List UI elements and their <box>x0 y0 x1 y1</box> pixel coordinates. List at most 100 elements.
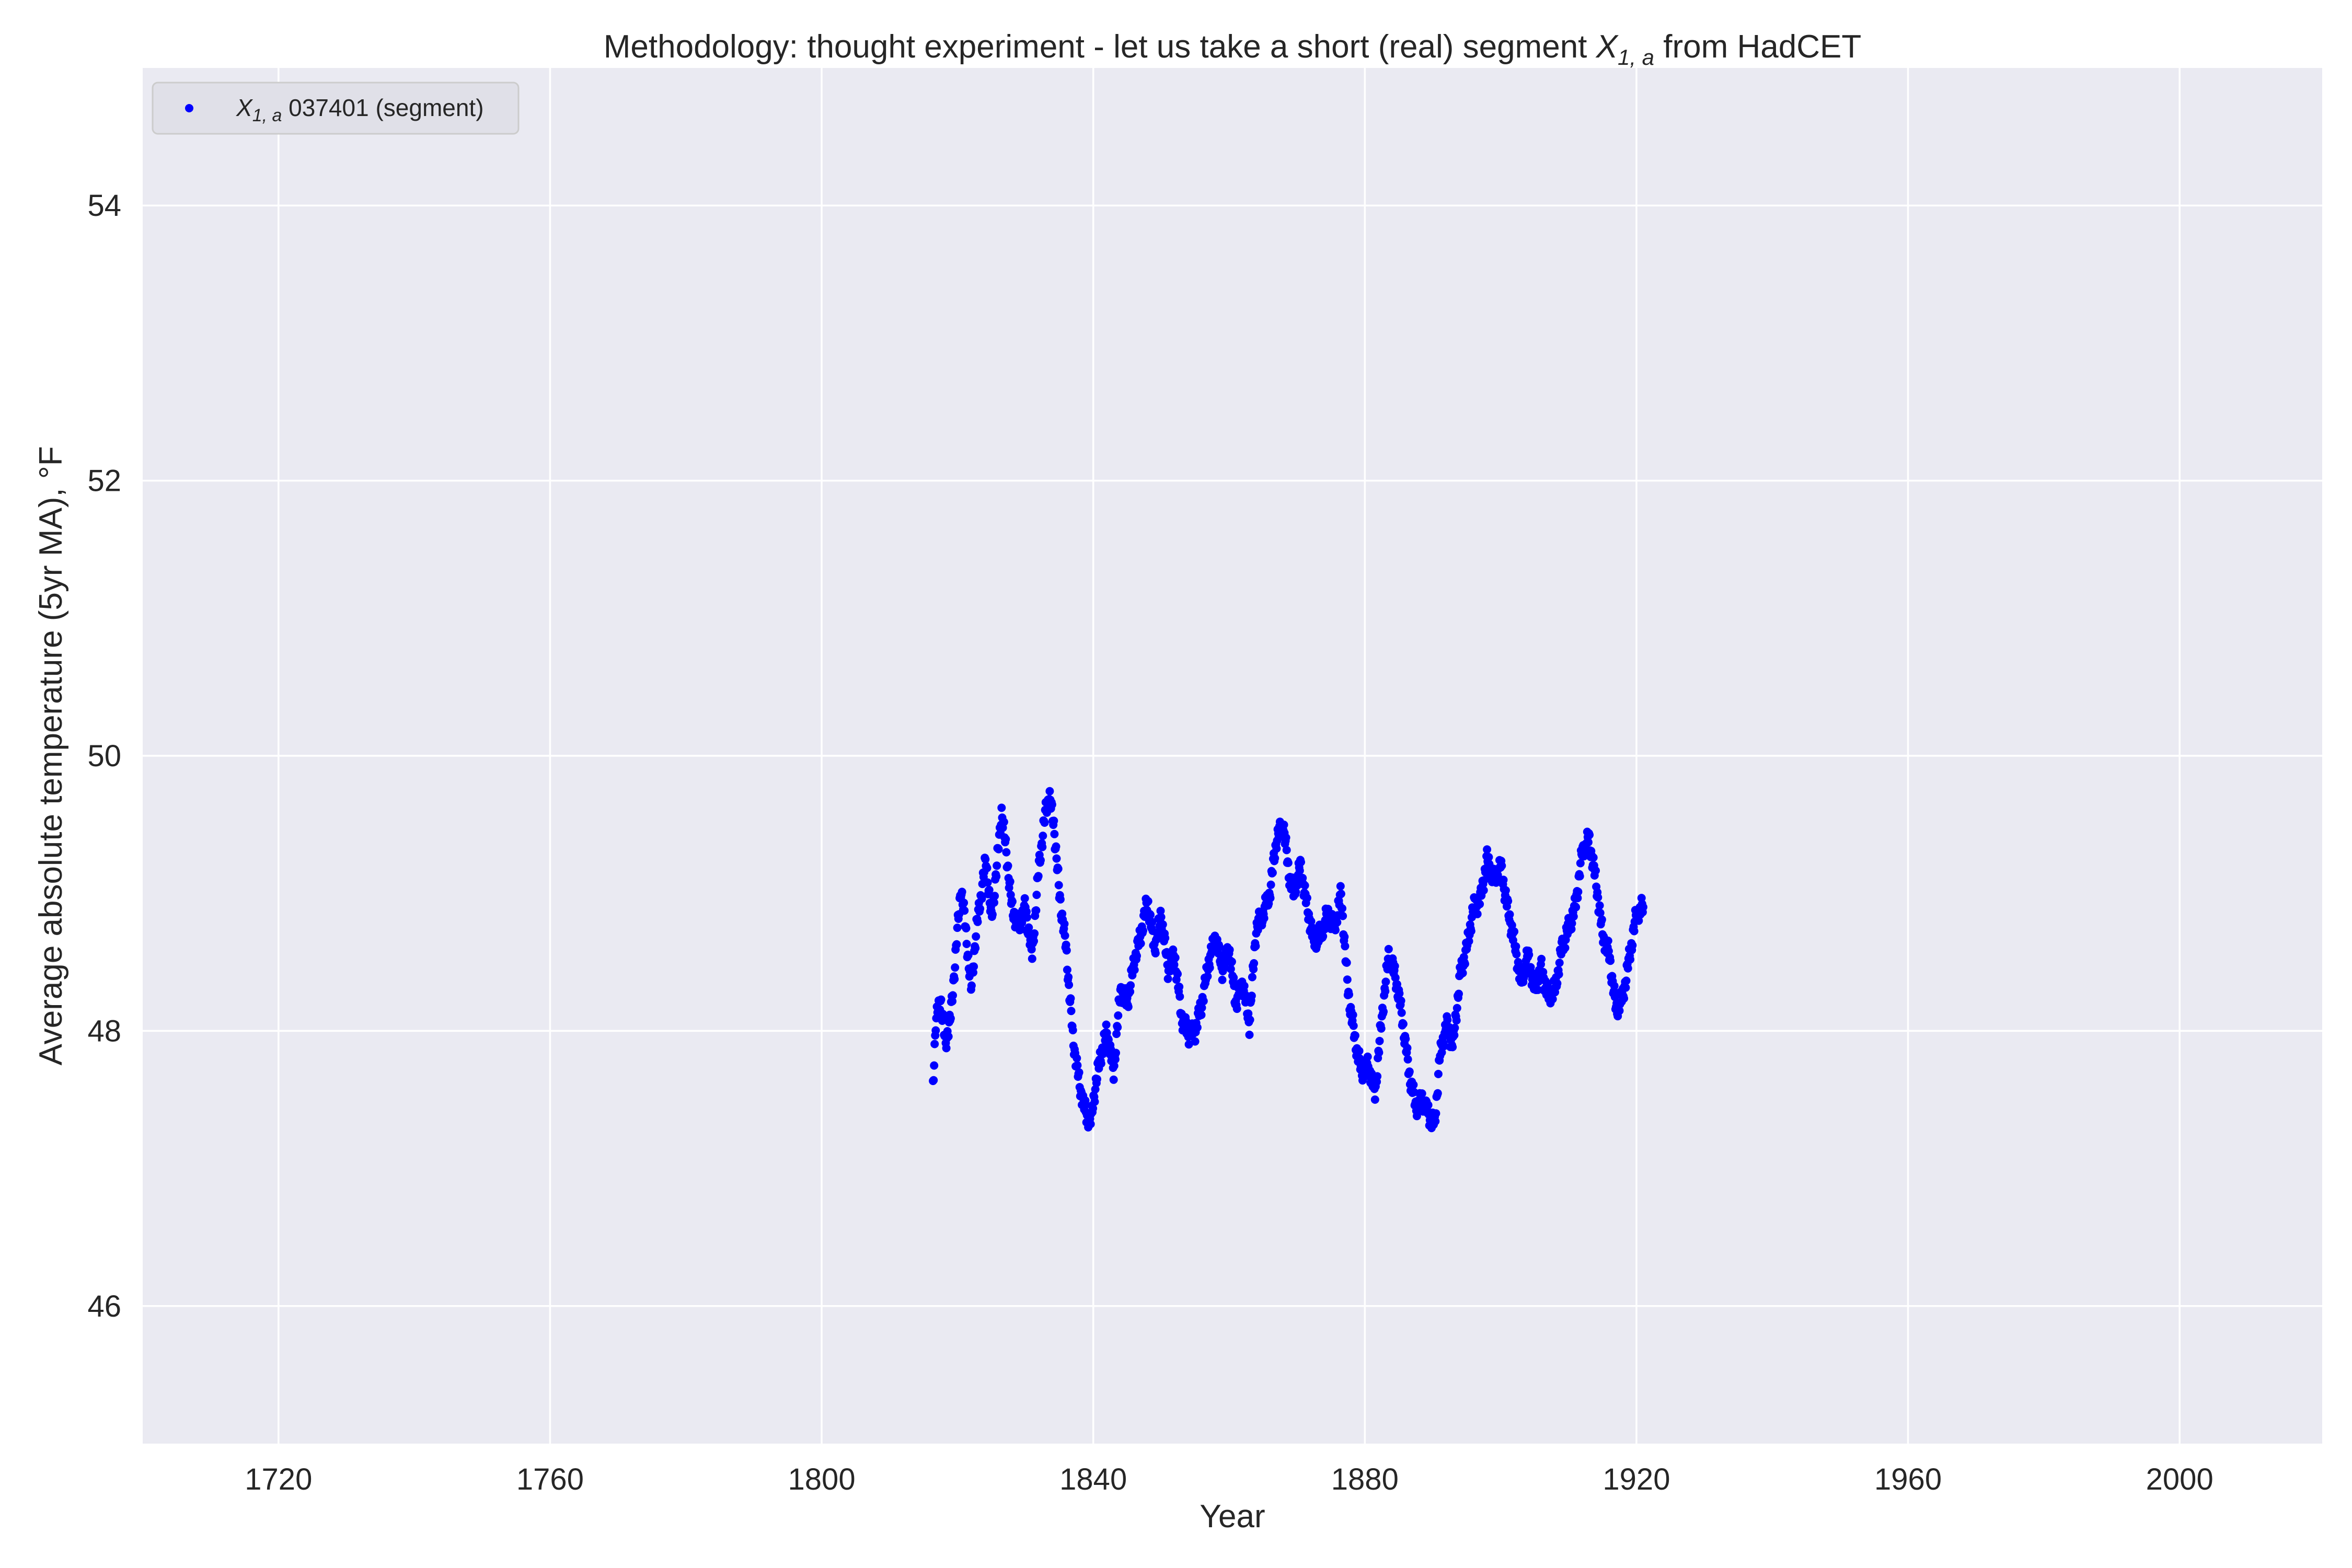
data-point <box>994 845 1003 854</box>
data-point <box>1109 1075 1118 1084</box>
y-tick-label: 46 <box>87 1289 121 1323</box>
data-point <box>1351 1031 1359 1040</box>
data-point <box>1479 886 1488 895</box>
data-point <box>1023 913 1031 922</box>
data-point <box>930 1040 939 1048</box>
data-point <box>1610 982 1619 990</box>
data-point <box>1439 1042 1448 1051</box>
data-point <box>1030 929 1039 938</box>
data-point <box>1229 973 1238 982</box>
legend-box <box>152 82 520 135</box>
data-point <box>1171 953 1180 962</box>
data-point <box>1405 1067 1414 1076</box>
data-point <box>1553 979 1562 988</box>
data-point <box>1220 962 1229 971</box>
data-point <box>1341 942 1350 951</box>
data-point <box>1525 950 1534 959</box>
data-point <box>1246 1016 1254 1024</box>
data-point <box>1397 1008 1406 1017</box>
data-point <box>1272 844 1281 853</box>
data-point <box>1333 918 1342 927</box>
data-point <box>981 855 990 863</box>
data-point <box>1384 944 1393 953</box>
data-point <box>1130 965 1139 974</box>
data-point <box>1297 858 1305 867</box>
x-tick-label: 1800 <box>788 1462 856 1496</box>
data-point <box>1592 866 1600 875</box>
data-point <box>1319 932 1328 941</box>
data-point <box>960 898 969 907</box>
x-tick-label: 1960 <box>1874 1462 1942 1496</box>
data-point <box>990 898 998 907</box>
data-point <box>1409 1080 1418 1089</box>
data-point <box>1437 1048 1446 1057</box>
data-point <box>1448 1043 1457 1052</box>
data-point <box>1047 800 1056 809</box>
data-point <box>1595 901 1604 910</box>
data-point <box>1111 1055 1120 1064</box>
legend: X1, a 037401 (segment) <box>152 82 520 135</box>
data-point <box>1621 983 1630 992</box>
data-point <box>1576 859 1585 868</box>
data-point <box>1381 987 1390 996</box>
data-point <box>1056 895 1065 904</box>
data-point <box>1004 861 1012 870</box>
data-point <box>1081 1096 1090 1105</box>
data-point <box>1604 937 1612 945</box>
data-point <box>944 1032 953 1041</box>
data-point <box>1060 931 1069 940</box>
data-point <box>1554 970 1563 979</box>
data-point <box>1191 1037 1200 1046</box>
data-point <box>1597 915 1606 924</box>
data-point <box>1455 989 1463 998</box>
data-point <box>1574 887 1583 896</box>
data-point <box>973 917 982 926</box>
data-point <box>1510 927 1519 936</box>
data-point <box>950 975 959 984</box>
data-point <box>1136 939 1145 948</box>
data-point <box>1073 1054 1081 1063</box>
data-point <box>983 878 992 887</box>
data-point <box>990 892 999 901</box>
data-point <box>1373 1072 1382 1081</box>
data-point <box>1018 918 1027 927</box>
data-point <box>1615 1006 1624 1015</box>
data-point <box>952 940 961 949</box>
data-point <box>1050 816 1058 825</box>
data-point <box>1068 1026 1077 1034</box>
data-point <box>1548 995 1557 1004</box>
data-point <box>1227 958 1236 966</box>
data-point <box>953 924 962 932</box>
data-point <box>1268 868 1277 877</box>
data-point <box>1030 937 1038 946</box>
data-point <box>985 885 994 894</box>
data-point <box>1065 981 1074 989</box>
data-point <box>1505 910 1514 919</box>
data-point <box>1639 903 1647 912</box>
data-point <box>1543 979 1552 988</box>
x-tick-label: 1720 <box>245 1462 312 1496</box>
data-point <box>1432 1109 1440 1118</box>
data-point <box>1148 918 1157 927</box>
data-point <box>977 894 986 903</box>
data-point <box>1465 937 1473 946</box>
data-point <box>1450 1023 1459 1032</box>
data-points <box>929 787 1647 1133</box>
data-point <box>1460 960 1469 969</box>
data-point <box>1507 921 1516 930</box>
data-point <box>1266 894 1275 903</box>
data-point <box>1497 861 1506 870</box>
data-point <box>1247 991 1256 1000</box>
data-point <box>937 995 946 1004</box>
data-point <box>1066 994 1075 1003</box>
data-point <box>1151 949 1160 958</box>
data-point <box>1036 856 1045 864</box>
data-point <box>1434 1069 1443 1078</box>
x-tick-label: 1760 <box>516 1462 584 1496</box>
data-point <box>992 872 1001 881</box>
data-point <box>1622 976 1631 985</box>
data-point <box>1596 908 1605 917</box>
data-point <box>1309 924 1318 932</box>
data-point <box>1052 842 1060 851</box>
y-tick-label: 48 <box>87 1014 121 1048</box>
